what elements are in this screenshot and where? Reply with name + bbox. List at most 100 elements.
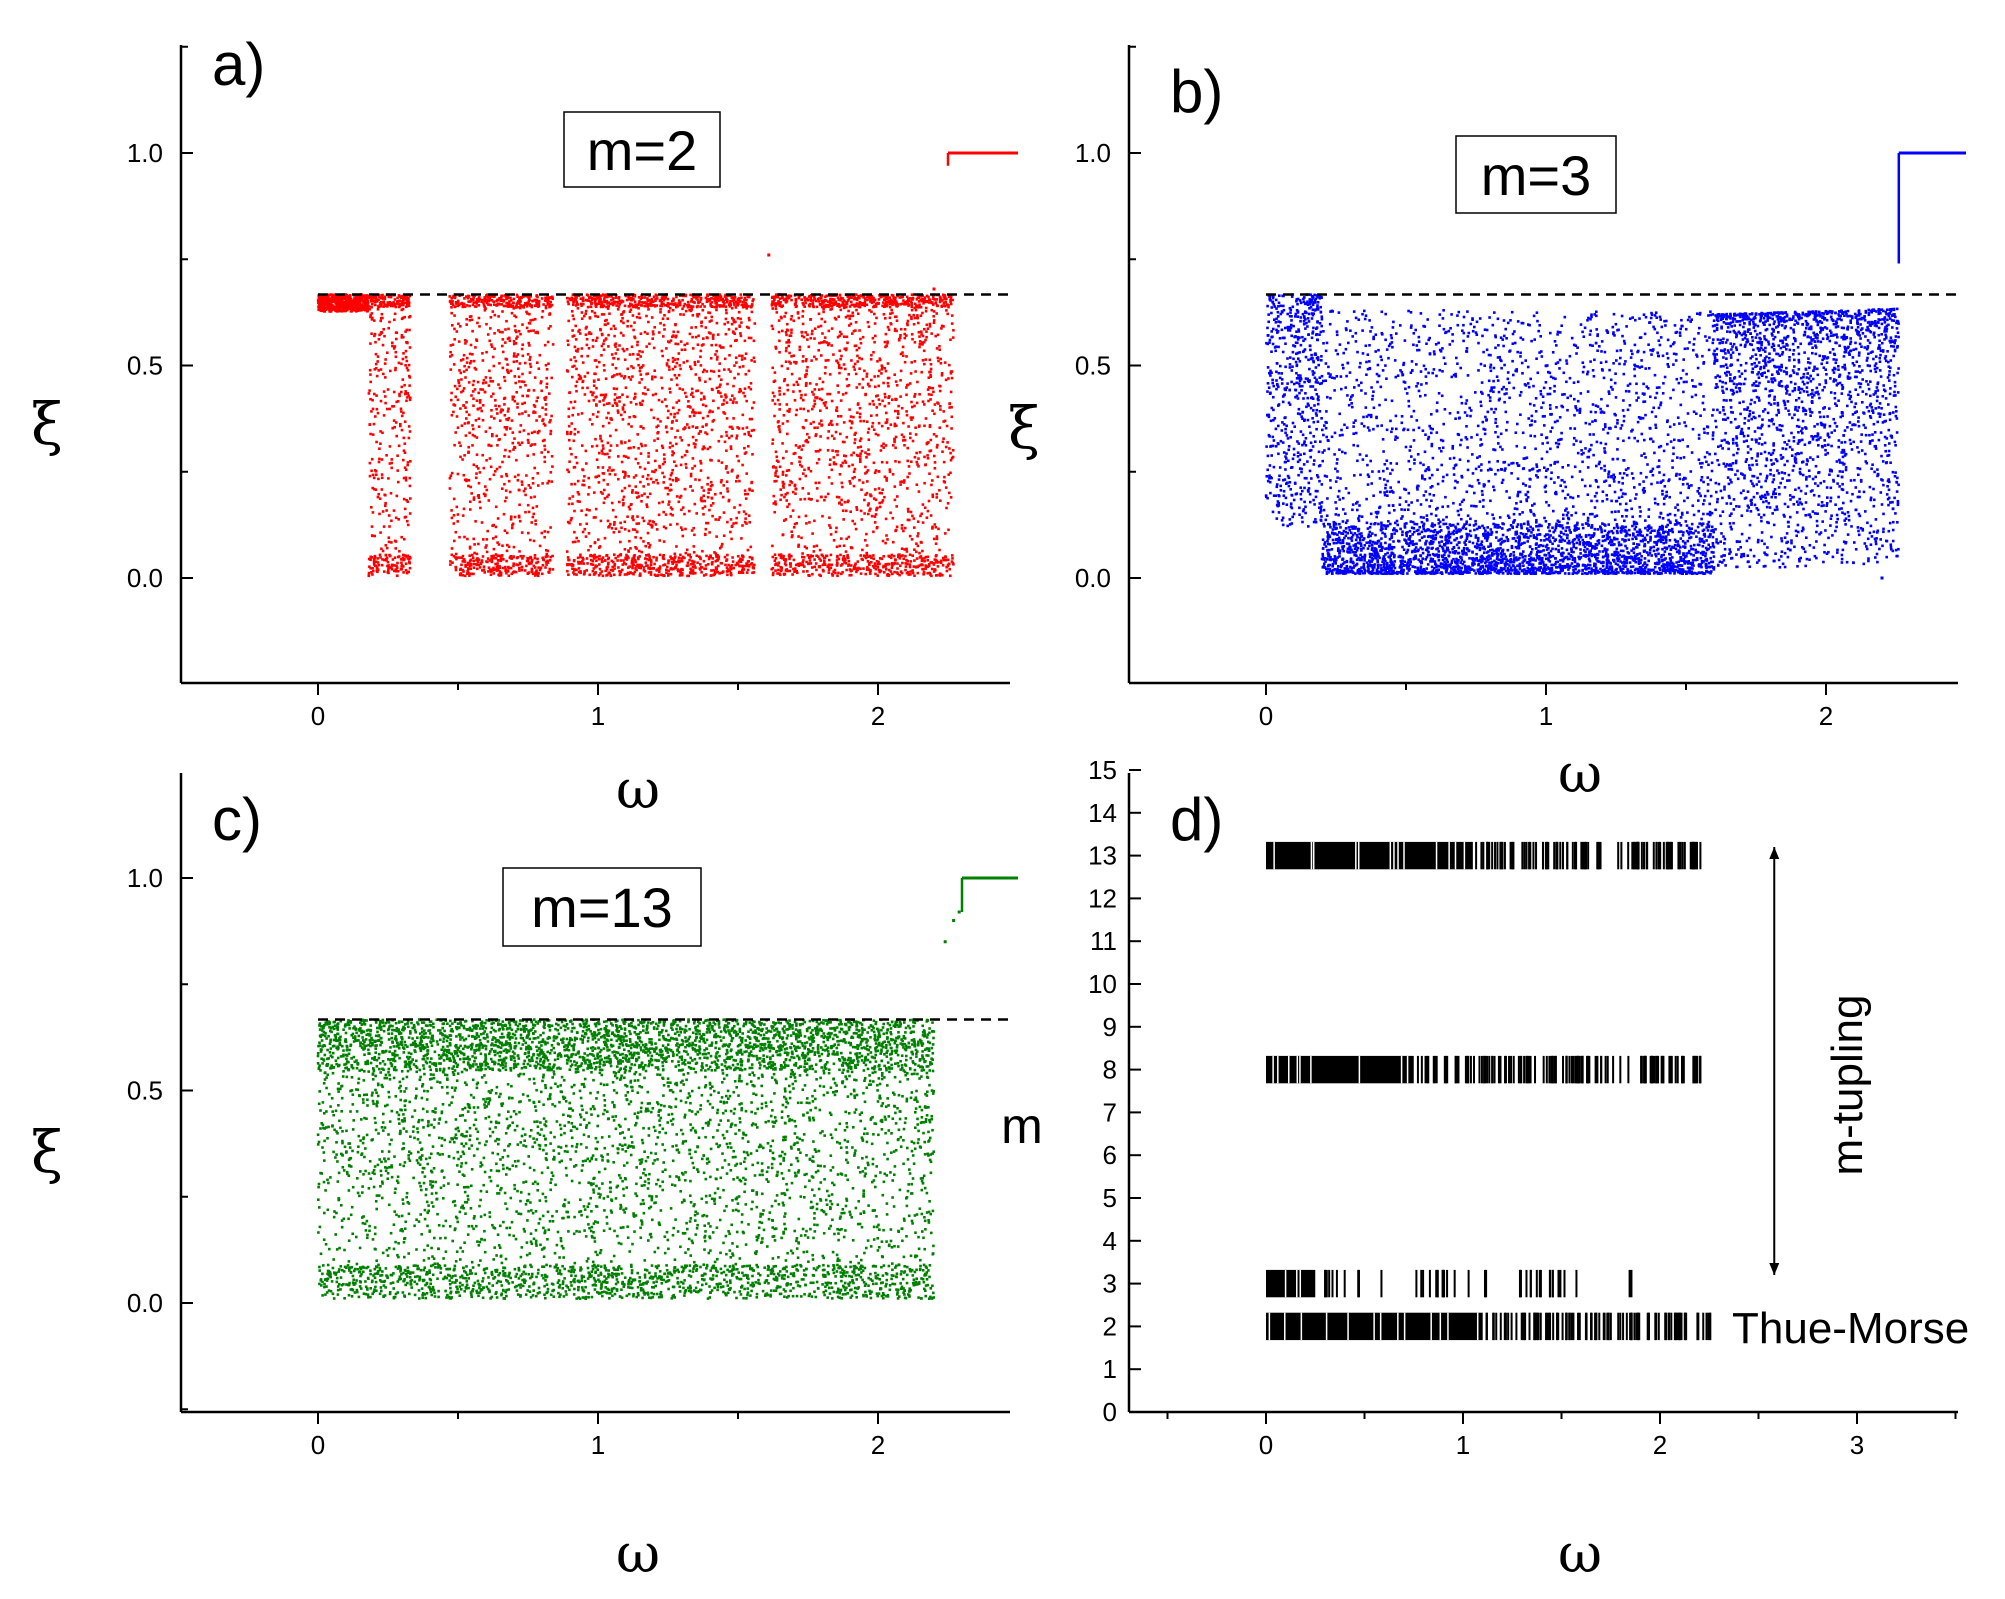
- scatter-point: [771, 555, 775, 559]
- scatter-point: [681, 528, 684, 532]
- scatter-point: [692, 551, 696, 554]
- scatter-point: [676, 330, 680, 334]
- scatter-point: [357, 302, 360, 305]
- scatter-point: [731, 556, 734, 559]
- scatter-point: [909, 372, 913, 375]
- scatter-point: [487, 499, 491, 502]
- scatter-point: [771, 442, 774, 445]
- scatter-point: [778, 351, 781, 354]
- scatter-point: [931, 525, 934, 529]
- scatter-point: [393, 564, 396, 567]
- scatter-point: [690, 529, 694, 532]
- scatter-point: [645, 554, 648, 557]
- scatter-point: [525, 474, 528, 477]
- scatter-point: [574, 359, 578, 363]
- scatter-point: [854, 303, 858, 307]
- scatter-point: [477, 304, 481, 307]
- scatter-point: [472, 298, 475, 301]
- scatter-point: [695, 554, 699, 557]
- scatter-point: [743, 489, 747, 492]
- scatter-point: [939, 499, 942, 502]
- scatter-point: [383, 304, 387, 308]
- scatter-point: [904, 562, 907, 565]
- scatter-point: [526, 394, 530, 398]
- scatter-point: [841, 509, 845, 512]
- scatter-point: [388, 553, 391, 557]
- scatter-point: [499, 571, 503, 575]
- scatter-point: [811, 554, 814, 558]
- scatter-point: [802, 570, 805, 573]
- scatter-point: [838, 293, 842, 297]
- scatter-point: [829, 458, 832, 461]
- scatter-point: [913, 526, 916, 529]
- scatter-point: [866, 504, 870, 507]
- scatter-point: [680, 559, 684, 563]
- scatter-point: [745, 472, 748, 475]
- scatter-point: [576, 556, 580, 560]
- scatter-point: [567, 415, 571, 418]
- scatter-point: [460, 390, 463, 394]
- scatter-point: [674, 323, 677, 326]
- scatter-point: [699, 498, 703, 501]
- scatter-point: [777, 330, 781, 334]
- scatter-point: [890, 553, 893, 557]
- scatter-point: [846, 384, 849, 388]
- scatter-point: [631, 489, 634, 492]
- scatter-point: [726, 471, 730, 474]
- scatter-point: [706, 447, 710, 451]
- scatter-point: [705, 370, 709, 373]
- scatter-point: [537, 484, 540, 487]
- scatter-point: [729, 344, 733, 348]
- scatter-point: [607, 556, 610, 560]
- scatter-point: [531, 506, 535, 510]
- scatter-point: [462, 370, 466, 373]
- scatter-point: [697, 411, 700, 415]
- scatter-point: [623, 486, 627, 490]
- scatter-point: [646, 564, 649, 567]
- scatter-point: [935, 559, 939, 563]
- scatter-point: [792, 558, 796, 562]
- scatter-point: [889, 322, 893, 326]
- scatter-point: [492, 364, 496, 368]
- scatter-point: [729, 518, 733, 521]
- scatter-point: [575, 568, 578, 572]
- scatter-point: [697, 360, 700, 363]
- scatter-point: [835, 495, 839, 499]
- scatter-point: [738, 559, 742, 562]
- scatter-point: [947, 305, 950, 309]
- scatter-point: [672, 303, 676, 307]
- scatter-point: [798, 389, 802, 393]
- scatter-point: [866, 382, 870, 386]
- scatter-point: [536, 361, 539, 364]
- scatter-point: [833, 301, 837, 305]
- scatter-point: [857, 294, 860, 298]
- scatter-point: [537, 566, 540, 569]
- scatter-point: [868, 384, 871, 388]
- scatter-point: [638, 366, 642, 370]
- scatter-point: [902, 529, 905, 533]
- scatter-point: [654, 299, 657, 302]
- scatter-point: [734, 327, 738, 331]
- scatter-point: [856, 312, 860, 315]
- scatter-point: [639, 442, 643, 446]
- scatter-point: [477, 467, 480, 470]
- scatter-point: [951, 449, 955, 452]
- scatter-point: [665, 363, 669, 367]
- scatter-point: [778, 339, 781, 343]
- scatter-point: [573, 364, 576, 368]
- scatter-point: [482, 565, 486, 568]
- scatter-point: [371, 534, 374, 537]
- scatter-point: [666, 358, 670, 362]
- scatter-point: [844, 391, 848, 395]
- scatter-point: [624, 294, 628, 298]
- scatter-point: [801, 555, 804, 559]
- scatter-point: [777, 561, 781, 564]
- scatter-point: [461, 458, 464, 461]
- scatter-point: [818, 548, 822, 552]
- scatter-point: [887, 328, 891, 332]
- scatter-point: [679, 570, 682, 574]
- scatter-point: [828, 558, 831, 562]
- scatter-point: [571, 314, 575, 317]
- scatter-point: [611, 508, 615, 512]
- scatter-point: [903, 336, 907, 340]
